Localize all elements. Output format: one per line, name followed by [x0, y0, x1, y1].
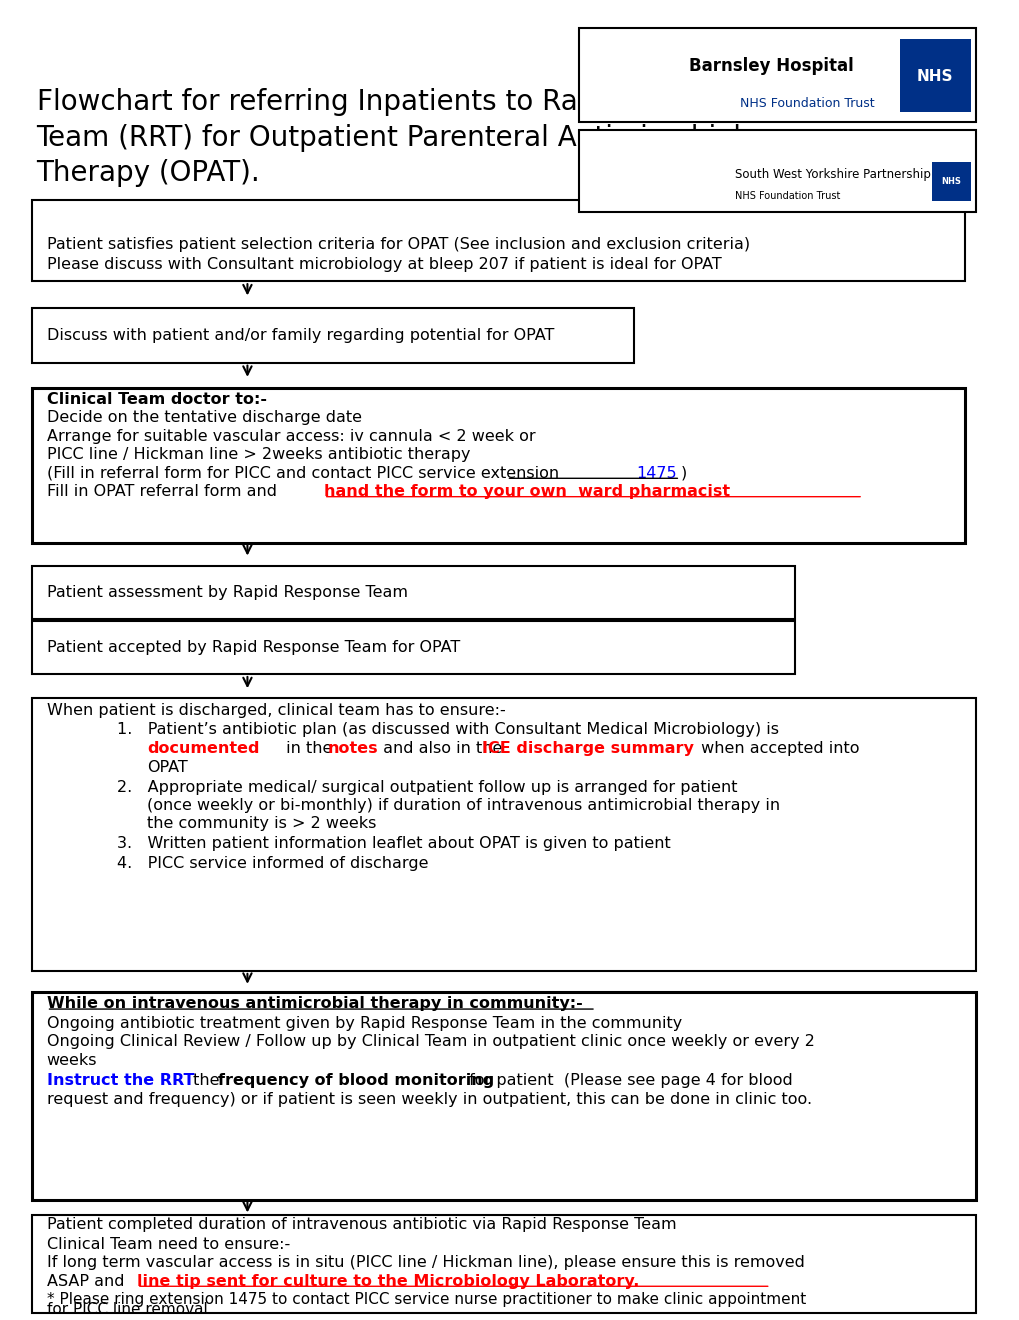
Text: hand the form to your own  ward pharmacist: hand the form to your own ward pharmacis… — [323, 484, 730, 499]
Text: line tip sent for culture to the Microbiology Laboratory.: line tip sent for culture to the Microbi… — [137, 1274, 639, 1288]
FancyBboxPatch shape — [900, 40, 969, 112]
Text: frequency of blood monitoring: frequency of blood monitoring — [218, 1073, 494, 1088]
Text: Instruct the RRT: Instruct the RRT — [47, 1073, 194, 1088]
Text: Clinical Team need to ensure:-: Clinical Team need to ensure:- — [47, 1237, 289, 1251]
FancyBboxPatch shape — [32, 566, 794, 619]
Text: ICE discharge summary: ICE discharge summary — [482, 742, 694, 756]
Text: Patient completed duration of intravenous antibiotic via Rapid Response Team: Patient completed duration of intravenou… — [47, 1217, 676, 1232]
Text: Patient accepted by Rapid Response Team for OPAT: Patient accepted by Rapid Response Team … — [47, 640, 460, 655]
Text: 1475: 1475 — [636, 466, 676, 480]
Text: NHS Foundation Trust: NHS Foundation Trust — [739, 98, 873, 111]
Text: for PICC line removal: for PICC line removal — [47, 1303, 207, 1317]
Text: * Please ring extension 1475 to contact PICC service nurse practitioner to make : * Please ring extension 1475 to contact … — [47, 1292, 805, 1307]
Text: Flowchart for referring Inpatients to Rapid Response
Team (RRT) for Outpatient P: Flowchart for referring Inpatients to Ra… — [37, 88, 761, 187]
Text: While on intravenous antimicrobial therapy in community:-: While on intravenous antimicrobial thera… — [47, 997, 582, 1011]
Text: the community is > 2 weeks: the community is > 2 weeks — [147, 816, 376, 832]
FancyBboxPatch shape — [32, 199, 965, 281]
Text: OPAT: OPAT — [147, 760, 187, 775]
FancyBboxPatch shape — [32, 388, 965, 543]
Text: (Fill in referral form for PICC and contact PICC service extension: (Fill in referral form for PICC and cont… — [47, 466, 564, 480]
Text: and also in the: and also in the — [378, 742, 507, 756]
Text: Ongoing antibiotic treatment given by Rapid Response Team in the community: Ongoing antibiotic treatment given by Ra… — [47, 1016, 681, 1031]
Text: NHS: NHS — [916, 69, 953, 83]
Text: (once weekly or bi-monthly) if duration of intravenous antimicrobial therapy in: (once weekly or bi-monthly) if duration … — [147, 797, 780, 813]
FancyBboxPatch shape — [32, 308, 634, 363]
FancyBboxPatch shape — [32, 698, 974, 972]
Text: NHS: NHS — [941, 177, 961, 186]
Text: Arrange for suitable vascular access: iv cannula < 2 week or: Arrange for suitable vascular access: iv… — [47, 429, 535, 444]
Text: when accepted into: when accepted into — [696, 742, 859, 756]
Text: 3.   Written patient information leaflet about OPAT is given to patient: 3. Written patient information leaflet a… — [117, 836, 669, 851]
Text: Patient assessment by Rapid Response Team: Patient assessment by Rapid Response Tea… — [47, 585, 408, 601]
Text: Fill in OPAT referral form and: Fill in OPAT referral form and — [47, 484, 281, 499]
Text: the: the — [187, 1073, 224, 1088]
FancyBboxPatch shape — [931, 161, 969, 201]
Text: When patient is discharged, clinical team has to ensure:-: When patient is discharged, clinical tea… — [47, 704, 504, 718]
Text: weeks: weeks — [47, 1053, 97, 1068]
Text: Discuss with patient and/or family regarding potential for OPAT: Discuss with patient and/or family regar… — [47, 327, 553, 343]
Text: Patient satisfies patient selection criteria for OPAT (See inclusion and exclusi: Patient satisfies patient selection crit… — [47, 236, 749, 252]
Text: in the: in the — [280, 742, 336, 756]
FancyBboxPatch shape — [32, 1216, 974, 1312]
Text: If long term vascular access is in situ (PICC line / Hickman line), please ensur: If long term vascular access is in situ … — [47, 1255, 804, 1270]
Text: Clinical Team doctor to:-: Clinical Team doctor to:- — [47, 392, 266, 407]
Text: Please discuss with Consultant microbiology at bleep 207 if patient is ideal for: Please discuss with Consultant microbiol… — [47, 256, 720, 272]
Text: documented: documented — [147, 742, 259, 756]
Text: PICC line / Hickman line > 2weeks antibiotic therapy: PICC line / Hickman line > 2weeks antibi… — [47, 447, 470, 462]
FancyBboxPatch shape — [32, 622, 794, 675]
Text: notes: notes — [327, 742, 378, 756]
Text: 2.   Appropriate medical/ surgical outpatient follow up is arranged for patient: 2. Appropriate medical/ surgical outpati… — [117, 780, 737, 795]
FancyBboxPatch shape — [578, 131, 974, 211]
Text: ): ) — [680, 466, 686, 480]
Text: South West Yorkshire Partnership: South West Yorkshire Partnership — [734, 169, 929, 181]
Text: Barnsley Hospital: Barnsley Hospital — [689, 57, 853, 75]
Text: 1.   Patient’s antibiotic plan (as discussed with Consultant Medical Microbiolog: 1. Patient’s antibiotic plan (as discuss… — [117, 722, 779, 737]
Text: NHS Foundation Trust: NHS Foundation Trust — [734, 191, 839, 201]
Text: for patient  (Please see page 4 for blood: for patient (Please see page 4 for blood — [464, 1073, 793, 1088]
FancyBboxPatch shape — [578, 28, 974, 123]
FancyBboxPatch shape — [32, 993, 974, 1200]
Text: ASAP and: ASAP and — [47, 1274, 129, 1288]
Text: 4.   PICC service informed of discharge: 4. PICC service informed of discharge — [117, 855, 428, 871]
Text: Decide on the tentative discharge date: Decide on the tentative discharge date — [47, 411, 361, 425]
Text: Ongoing Clinical Review / Follow up by Clinical Team in outpatient clinic once w: Ongoing Clinical Review / Follow up by C… — [47, 1035, 813, 1049]
Text: request and frequency) or if patient is seen weekly in outpatient, this can be d: request and frequency) or if patient is … — [47, 1092, 811, 1107]
